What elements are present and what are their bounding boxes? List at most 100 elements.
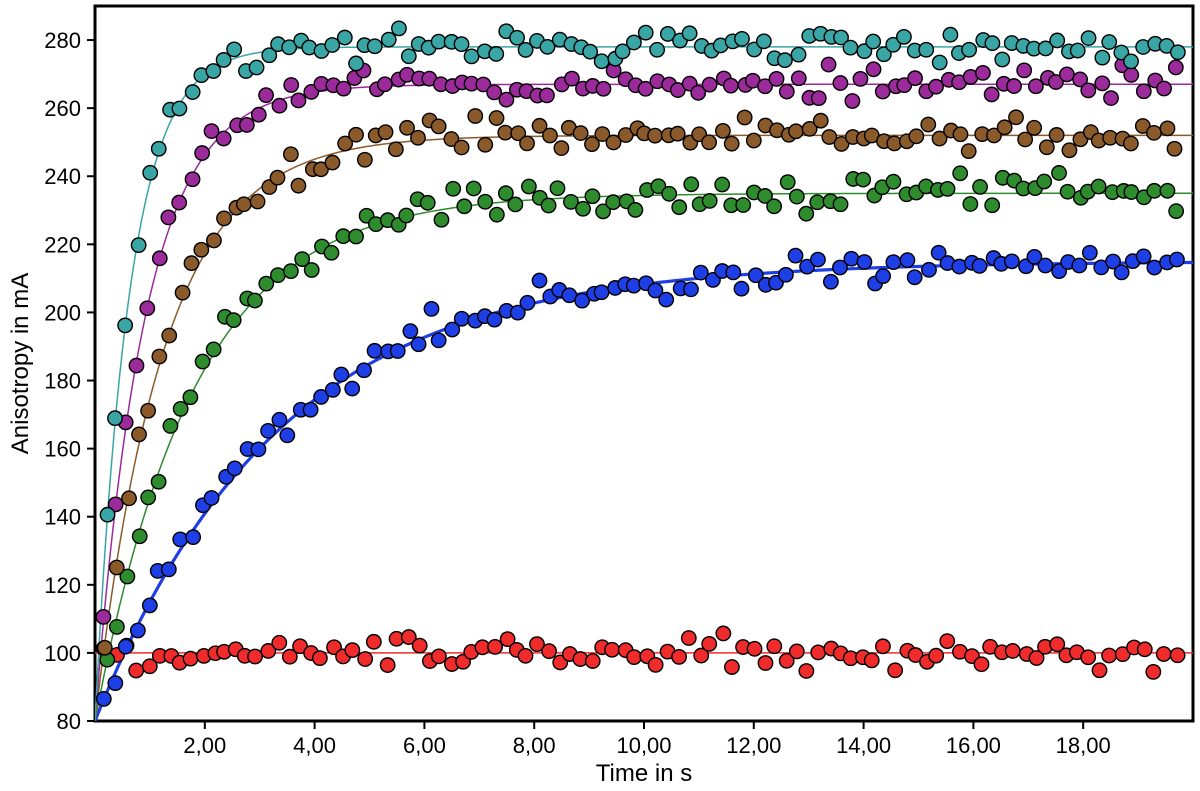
point-blue	[455, 312, 469, 326]
point-brown	[725, 136, 739, 150]
point-purple	[1081, 83, 1095, 97]
point-green	[305, 263, 319, 277]
point-brown	[431, 119, 445, 133]
point-blue	[1005, 254, 1019, 268]
point-red	[758, 656, 772, 670]
point-blue	[228, 461, 242, 475]
point-teal	[402, 49, 416, 63]
point-teal	[227, 42, 241, 56]
point-red	[1081, 650, 1095, 664]
point-red	[586, 654, 600, 668]
point-brown	[670, 127, 684, 141]
point-red	[799, 664, 813, 678]
point-brown	[270, 170, 284, 184]
point-teal	[185, 85, 199, 99]
point-blue	[907, 270, 921, 284]
x-tick-label: 10,00	[616, 733, 671, 758]
point-brown	[789, 124, 803, 138]
point-red	[1102, 648, 1116, 662]
point-brown	[997, 120, 1011, 134]
point-purple	[1095, 76, 1109, 90]
point-blue	[487, 312, 501, 326]
point-green	[324, 246, 338, 260]
point-brown	[237, 197, 251, 211]
point-blue	[334, 367, 348, 381]
point-blue	[431, 333, 445, 347]
point-green	[985, 198, 999, 212]
point-red	[345, 643, 359, 657]
point-teal	[143, 166, 157, 180]
point-teal	[1124, 54, 1138, 68]
y-tick-label: 280	[44, 28, 81, 53]
y-tick-label: 160	[44, 437, 81, 462]
point-brown	[554, 141, 568, 155]
point-teal	[943, 28, 957, 42]
point-red	[790, 644, 804, 658]
point-brown	[411, 131, 425, 145]
point-green	[606, 195, 620, 209]
y-tick-label: 180	[44, 369, 81, 394]
point-blue	[345, 381, 359, 395]
point-teal	[843, 40, 857, 54]
point-purple	[1060, 67, 1074, 81]
y-axis-label: Anisotropy in mA	[7, 273, 34, 454]
point-green	[226, 313, 240, 327]
point-blue	[411, 337, 425, 351]
point-purple	[1169, 60, 1183, 74]
x-tick-label: 18,00	[1056, 733, 1111, 758]
point-green	[736, 198, 750, 212]
point-blue	[280, 428, 294, 442]
point-teal	[778, 53, 792, 67]
point-purple	[240, 118, 254, 132]
point-teal	[682, 26, 696, 40]
point-blue	[261, 424, 275, 438]
point-green	[1037, 174, 1051, 188]
point-teal	[919, 43, 933, 57]
point-blue	[684, 282, 698, 296]
point-green	[508, 197, 522, 211]
point-blue	[1136, 249, 1150, 263]
point-brown	[814, 113, 828, 127]
point-blue	[594, 285, 608, 299]
point-blue	[326, 383, 340, 397]
point-teal	[325, 38, 339, 52]
point-green	[767, 199, 781, 213]
point-purple	[336, 81, 350, 95]
point-green	[973, 180, 987, 194]
point-red	[313, 651, 327, 665]
point-green	[1169, 204, 1183, 218]
point-red	[605, 643, 619, 657]
point-green	[478, 195, 492, 209]
point-teal	[1050, 33, 1064, 47]
point-green	[1160, 184, 1174, 198]
point-green	[1052, 166, 1066, 180]
point-red	[627, 650, 641, 664]
point-brown	[921, 117, 935, 131]
point-red	[716, 626, 730, 640]
point-brown	[953, 127, 967, 141]
point-purple	[195, 146, 209, 160]
point-teal	[206, 64, 220, 78]
point-teal	[1081, 31, 1095, 45]
point-teal	[100, 507, 114, 521]
point-green	[183, 390, 197, 404]
point-purple	[259, 88, 273, 102]
point-teal	[368, 39, 382, 53]
point-purple	[596, 82, 610, 96]
point-green	[349, 229, 363, 243]
point-purple	[1137, 84, 1151, 98]
point-blue	[824, 275, 838, 289]
point-red	[682, 631, 696, 645]
point-red	[413, 638, 427, 652]
point-teal	[392, 21, 406, 35]
point-purple	[908, 71, 922, 85]
point-red	[940, 634, 954, 648]
point-teal	[510, 31, 524, 45]
point-teal	[650, 43, 664, 57]
point-red	[542, 644, 556, 658]
point-brown	[962, 144, 976, 158]
point-blue	[811, 252, 825, 266]
point-green	[1091, 179, 1105, 193]
point-green	[271, 268, 285, 282]
x-tick-label: 16,00	[946, 733, 1001, 758]
